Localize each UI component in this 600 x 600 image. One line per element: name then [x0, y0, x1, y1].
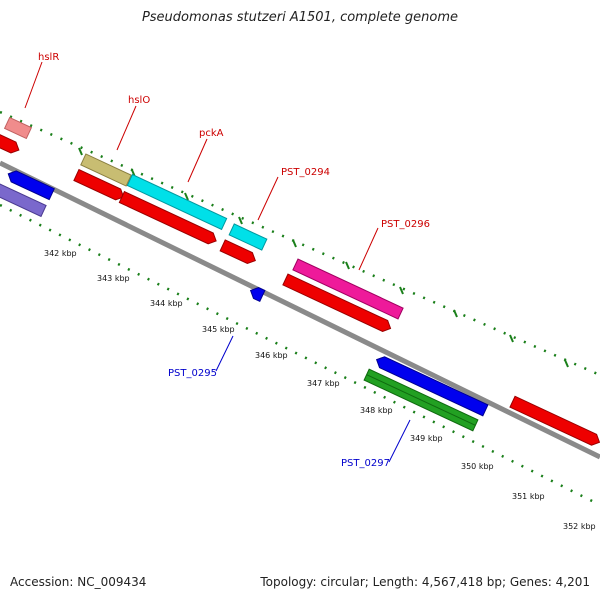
label-connectors	[24, 61, 411, 463]
gene-hslO[interactable]	[80, 153, 132, 187]
label-hslO: hslO	[128, 95, 150, 106]
label-pckA: pckA	[199, 128, 224, 139]
inner-dotted-track	[0, 203, 600, 507]
tick-label: 345 kbp	[202, 325, 235, 334]
tick-label: 350 kbp	[461, 462, 494, 471]
accession-text: Accession: NC_009434	[10, 575, 147, 589]
gene-blue-left[interactable]	[6, 168, 55, 201]
gene-PST_0294[interactable]	[228, 223, 268, 251]
gene-red-right[interactable]	[509, 395, 600, 447]
kbp-tick-labels: 342 kbp 343 kbp 344 kbp 345 kbp 346 kbp …	[44, 249, 596, 531]
gene-pckA[interactable]	[126, 173, 228, 231]
label-PST_0297: PST_0297	[341, 458, 390, 469]
gene-red-3[interactable]	[219, 239, 258, 266]
gene-red-4[interactable]	[282, 273, 393, 334]
gene-PST_0296[interactable]	[292, 258, 404, 320]
gene-PST_0295-blue[interactable]	[374, 354, 489, 417]
label-PST_0295: PST_0295	[168, 368, 217, 379]
tick-label: 343 kbp	[97, 274, 130, 283]
genome-backbone	[0, 160, 600, 460]
gene-purple-left[interactable]	[0, 182, 47, 218]
genes	[0, 116, 600, 447]
tick-label: 342 kbp	[44, 249, 77, 258]
gene-red-left[interactable]	[0, 132, 21, 156]
tick-label: 351 kbp	[512, 492, 545, 501]
tick-label: 344 kbp	[150, 299, 183, 308]
tick-label: 349 kbp	[410, 434, 443, 443]
label-hslR: hslR	[38, 52, 59, 63]
genome-summary-text: Topology: circular; Length: 4,567,418 bp…	[260, 575, 590, 589]
label-PST_0294: PST_0294	[281, 167, 330, 178]
label-PST_0296: PST_0296	[381, 219, 430, 230]
gene-red-2[interactable]	[118, 190, 218, 247]
tick-label: 347 kbp	[307, 379, 340, 388]
tick-label: 346 kbp	[255, 351, 288, 360]
gene-red-1[interactable]	[73, 168, 126, 203]
gene-hslR[interactable]	[3, 116, 33, 140]
map-title: Pseudomonas stutzeri A1501, complete gen…	[141, 10, 459, 25]
gene-PST_0297[interactable]	[363, 368, 479, 432]
tick-label: 352 kbp	[563, 522, 596, 531]
outer-tick-marks	[78, 147, 569, 368]
gene-blue-small[interactable]	[248, 285, 266, 303]
tick-label: 348 kbp	[360, 406, 393, 415]
